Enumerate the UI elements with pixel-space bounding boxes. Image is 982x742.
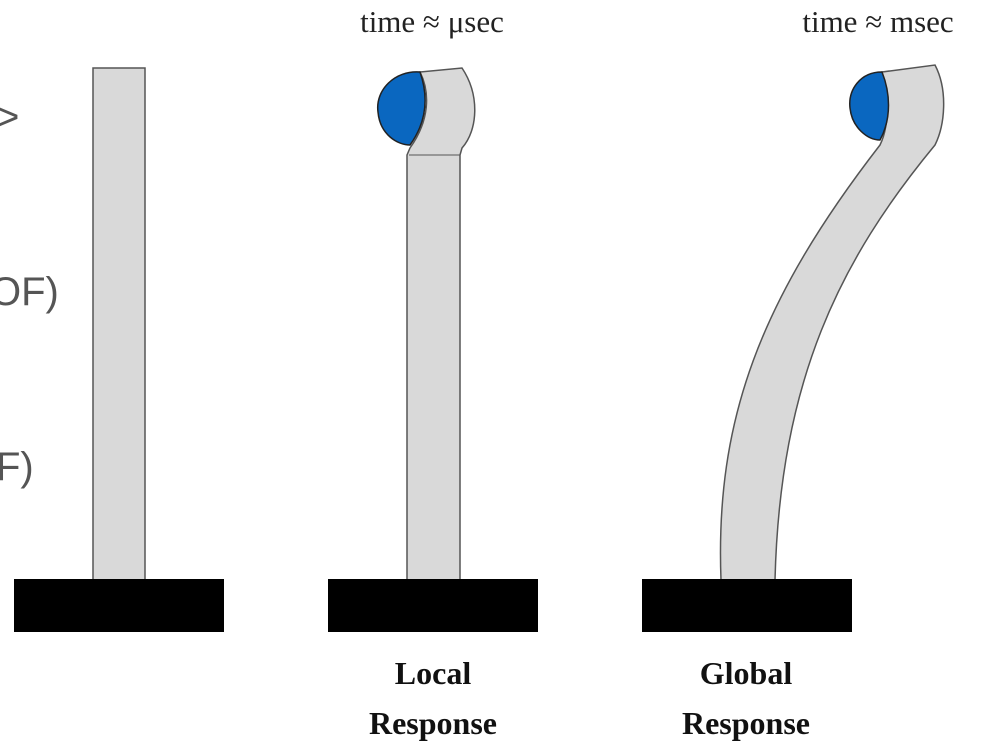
impactor [377, 71, 426, 146]
caption: Response [682, 705, 810, 741]
side-label: > [0, 95, 19, 139]
base [642, 579, 852, 632]
base [14, 579, 224, 632]
beam [92, 67, 146, 581]
caption: Global [700, 655, 793, 691]
caption: Local [395, 655, 472, 691]
side-label: F) [0, 445, 34, 489]
base [328, 579, 538, 632]
time-label: time ≈ μsec [360, 4, 504, 39]
side-label: OF) [0, 270, 59, 314]
impactor [849, 71, 890, 141]
beam [719, 64, 945, 581]
beam [406, 67, 476, 581]
caption: Response [369, 705, 497, 741]
time-label: time ≈ msec [802, 4, 953, 39]
